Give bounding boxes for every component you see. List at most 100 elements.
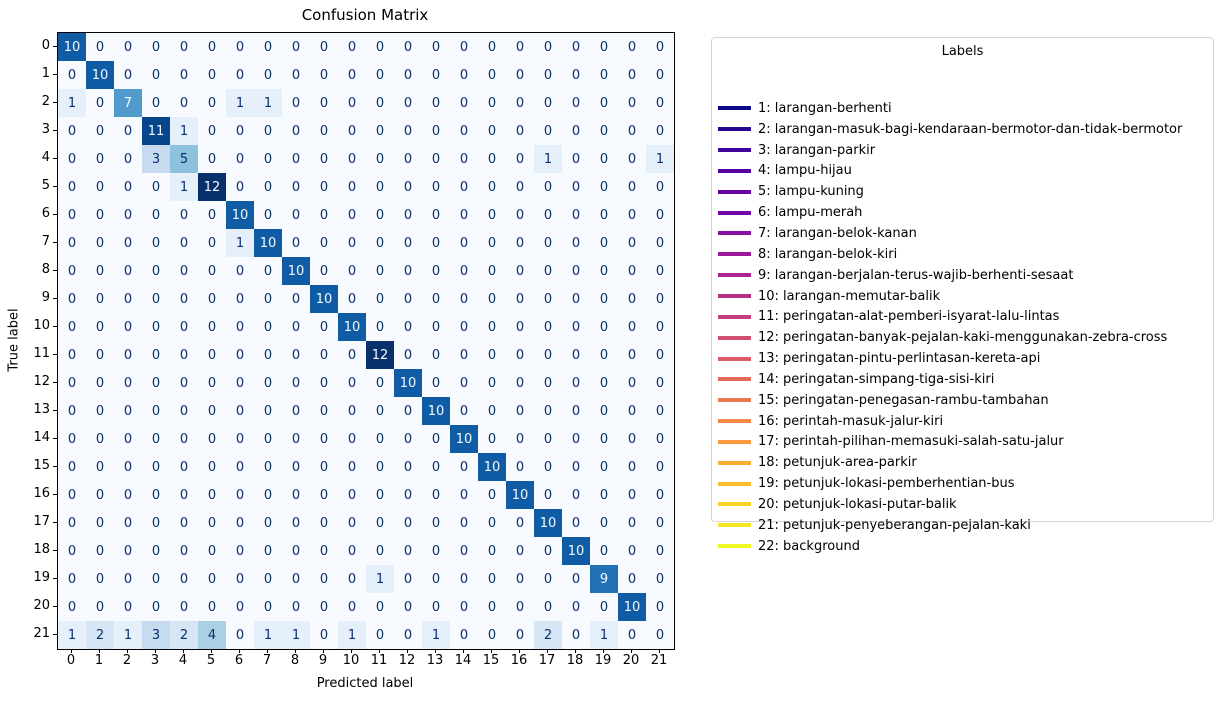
matrix-cell: 0 bbox=[86, 257, 114, 285]
matrix-cell: 0 bbox=[254, 509, 282, 537]
matrix-cell: 0 bbox=[282, 173, 310, 201]
matrix-cell: 0 bbox=[450, 621, 478, 649]
matrix-cell: 0 bbox=[226, 33, 254, 61]
matrix-cell: 0 bbox=[478, 33, 506, 61]
matrix-cell: 0 bbox=[310, 313, 338, 341]
y-tick-label: 20 bbox=[33, 598, 50, 613]
matrix-cell: 0 bbox=[478, 89, 506, 117]
matrix-cell: 0 bbox=[198, 117, 226, 145]
legend-color-swatch bbox=[718, 419, 751, 424]
x-tick-label: 21 bbox=[650, 653, 668, 668]
legend-item-label: 14: peringatan-simpang-tiga-sisi-kiri bbox=[758, 371, 995, 387]
matrix-cell: 0 bbox=[422, 537, 450, 565]
matrix-cell: 0 bbox=[142, 565, 170, 593]
matrix-cell: 0 bbox=[506, 509, 534, 537]
matrix-cell: 0 bbox=[170, 565, 198, 593]
y-tick-mark bbox=[53, 382, 57, 383]
matrix-cell: 0 bbox=[562, 593, 590, 621]
matrix-cell: 1 bbox=[338, 621, 366, 649]
matrix-cell: 0 bbox=[114, 61, 142, 89]
x-tick-mark bbox=[575, 649, 576, 653]
x-tick-mark bbox=[351, 649, 352, 653]
matrix-cell: 0 bbox=[478, 285, 506, 313]
y-tick-label: 11 bbox=[33, 346, 50, 361]
matrix-cell: 1 bbox=[422, 621, 450, 649]
legend-item-label: 6: lampu-merah bbox=[758, 205, 863, 221]
matrix-cell: 0 bbox=[646, 397, 674, 425]
legend-item: 1: larangan-berhenti bbox=[718, 98, 1211, 119]
matrix-cell: 1 bbox=[170, 173, 198, 201]
matrix-cell: 0 bbox=[198, 565, 226, 593]
y-tick-label: 1 bbox=[41, 66, 50, 81]
matrix-cell: 0 bbox=[534, 397, 562, 425]
matrix-cell: 10 bbox=[450, 425, 478, 453]
matrix-cell: 0 bbox=[254, 453, 282, 481]
matrix-cell: 0 bbox=[86, 285, 114, 313]
matrix-cell: 0 bbox=[590, 33, 618, 61]
matrix-cell: 0 bbox=[58, 425, 86, 453]
matrix-cell: 0 bbox=[170, 89, 198, 117]
matrix-cell: 0 bbox=[310, 173, 338, 201]
matrix-cell: 0 bbox=[422, 145, 450, 173]
matrix-cell: 1 bbox=[58, 89, 86, 117]
matrix-cell: 0 bbox=[422, 229, 450, 257]
y-tick-mark bbox=[53, 298, 57, 299]
matrix-cell: 0 bbox=[254, 593, 282, 621]
matrix-cell: 0 bbox=[534, 425, 562, 453]
matrix-cell: 0 bbox=[422, 201, 450, 229]
matrix-cell: 0 bbox=[86, 397, 114, 425]
matrix-cell: 0 bbox=[534, 229, 562, 257]
legend-item-label: 22: background bbox=[758, 538, 860, 554]
matrix-cell: 0 bbox=[310, 145, 338, 173]
matrix-cell: 0 bbox=[422, 593, 450, 621]
matrix-cell: 0 bbox=[58, 593, 86, 621]
x-tick-mark bbox=[631, 649, 632, 653]
matrix-cell: 0 bbox=[366, 425, 394, 453]
matrix-cell: 0 bbox=[366, 285, 394, 313]
matrix-cell: 0 bbox=[590, 145, 618, 173]
matrix-cell: 0 bbox=[282, 341, 310, 369]
matrix-cell: 0 bbox=[478, 481, 506, 509]
legend-item: 22: background bbox=[718, 536, 1211, 557]
matrix-cell: 0 bbox=[338, 229, 366, 257]
matrix-cell: 0 bbox=[58, 313, 86, 341]
matrix-cell: 0 bbox=[282, 481, 310, 509]
matrix-cell: 0 bbox=[506, 397, 534, 425]
legend-color-swatch bbox=[718, 523, 751, 528]
matrix-cell: 0 bbox=[226, 117, 254, 145]
matrix-cell: 0 bbox=[422, 89, 450, 117]
x-tick-label: 18 bbox=[566, 653, 584, 668]
matrix-cell: 0 bbox=[562, 341, 590, 369]
x-tick-label: 7 bbox=[262, 653, 272, 668]
legend-color-swatch bbox=[718, 356, 751, 361]
matrix-cell: 0 bbox=[506, 621, 534, 649]
matrix-cell: 3 bbox=[142, 145, 170, 173]
matrix-cell: 1 bbox=[534, 145, 562, 173]
y-tick-label: 4 bbox=[41, 150, 50, 165]
matrix-cell: 0 bbox=[478, 509, 506, 537]
matrix-cell: 0 bbox=[562, 257, 590, 285]
matrix-cell: 0 bbox=[198, 341, 226, 369]
matrix-cell: 0 bbox=[142, 453, 170, 481]
matrix-cell: 0 bbox=[534, 173, 562, 201]
matrix-cell: 12 bbox=[366, 341, 394, 369]
matrix-cell: 0 bbox=[226, 369, 254, 397]
matrix-cell: 0 bbox=[562, 33, 590, 61]
legend-item: 12: peringatan-banyak-pejalan-kaki-mengg… bbox=[718, 327, 1211, 348]
matrix-cell: 0 bbox=[86, 313, 114, 341]
matrix-cell: 0 bbox=[646, 117, 674, 145]
matrix-cell: 0 bbox=[394, 425, 422, 453]
x-tick-mark bbox=[295, 649, 296, 653]
matrix-cell: 0 bbox=[170, 341, 198, 369]
x-tick-mark bbox=[99, 649, 100, 653]
legend-item-label: 12: peringatan-banyak-pejalan-kaki-mengg… bbox=[758, 330, 1168, 346]
matrix-cell: 0 bbox=[226, 173, 254, 201]
matrix-cell: 0 bbox=[58, 229, 86, 257]
matrix-cell: 0 bbox=[422, 481, 450, 509]
matrix-cell: 0 bbox=[506, 285, 534, 313]
y-tick-label: 10 bbox=[33, 318, 50, 333]
x-tick-mark bbox=[211, 649, 212, 653]
legend-item-label: 10: larangan-memutar-balik bbox=[758, 288, 941, 304]
matrix-cell: 0 bbox=[562, 285, 590, 313]
